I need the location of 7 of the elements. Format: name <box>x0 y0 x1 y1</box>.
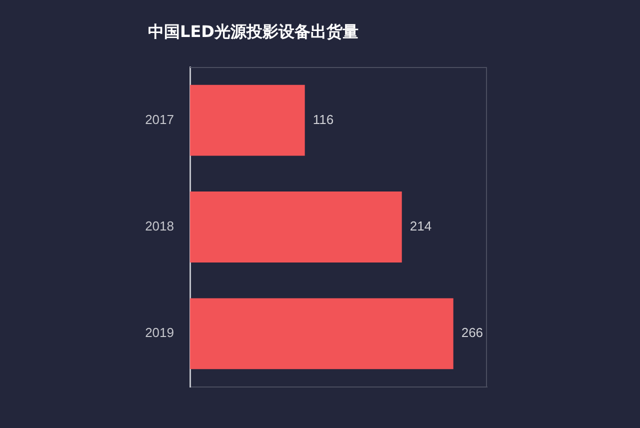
data-label: 214 <box>410 218 432 234</box>
y-tick-label: 2017 <box>145 112 174 127</box>
y-tick-label: 2019 <box>145 325 174 340</box>
y-tick-label: 2018 <box>145 218 174 234</box>
data-label: 116 <box>312 112 334 127</box>
data-label: 266 <box>461 325 484 340</box>
chart-title: 中国LED光源投影设备出货量 <box>148 22 358 42</box>
